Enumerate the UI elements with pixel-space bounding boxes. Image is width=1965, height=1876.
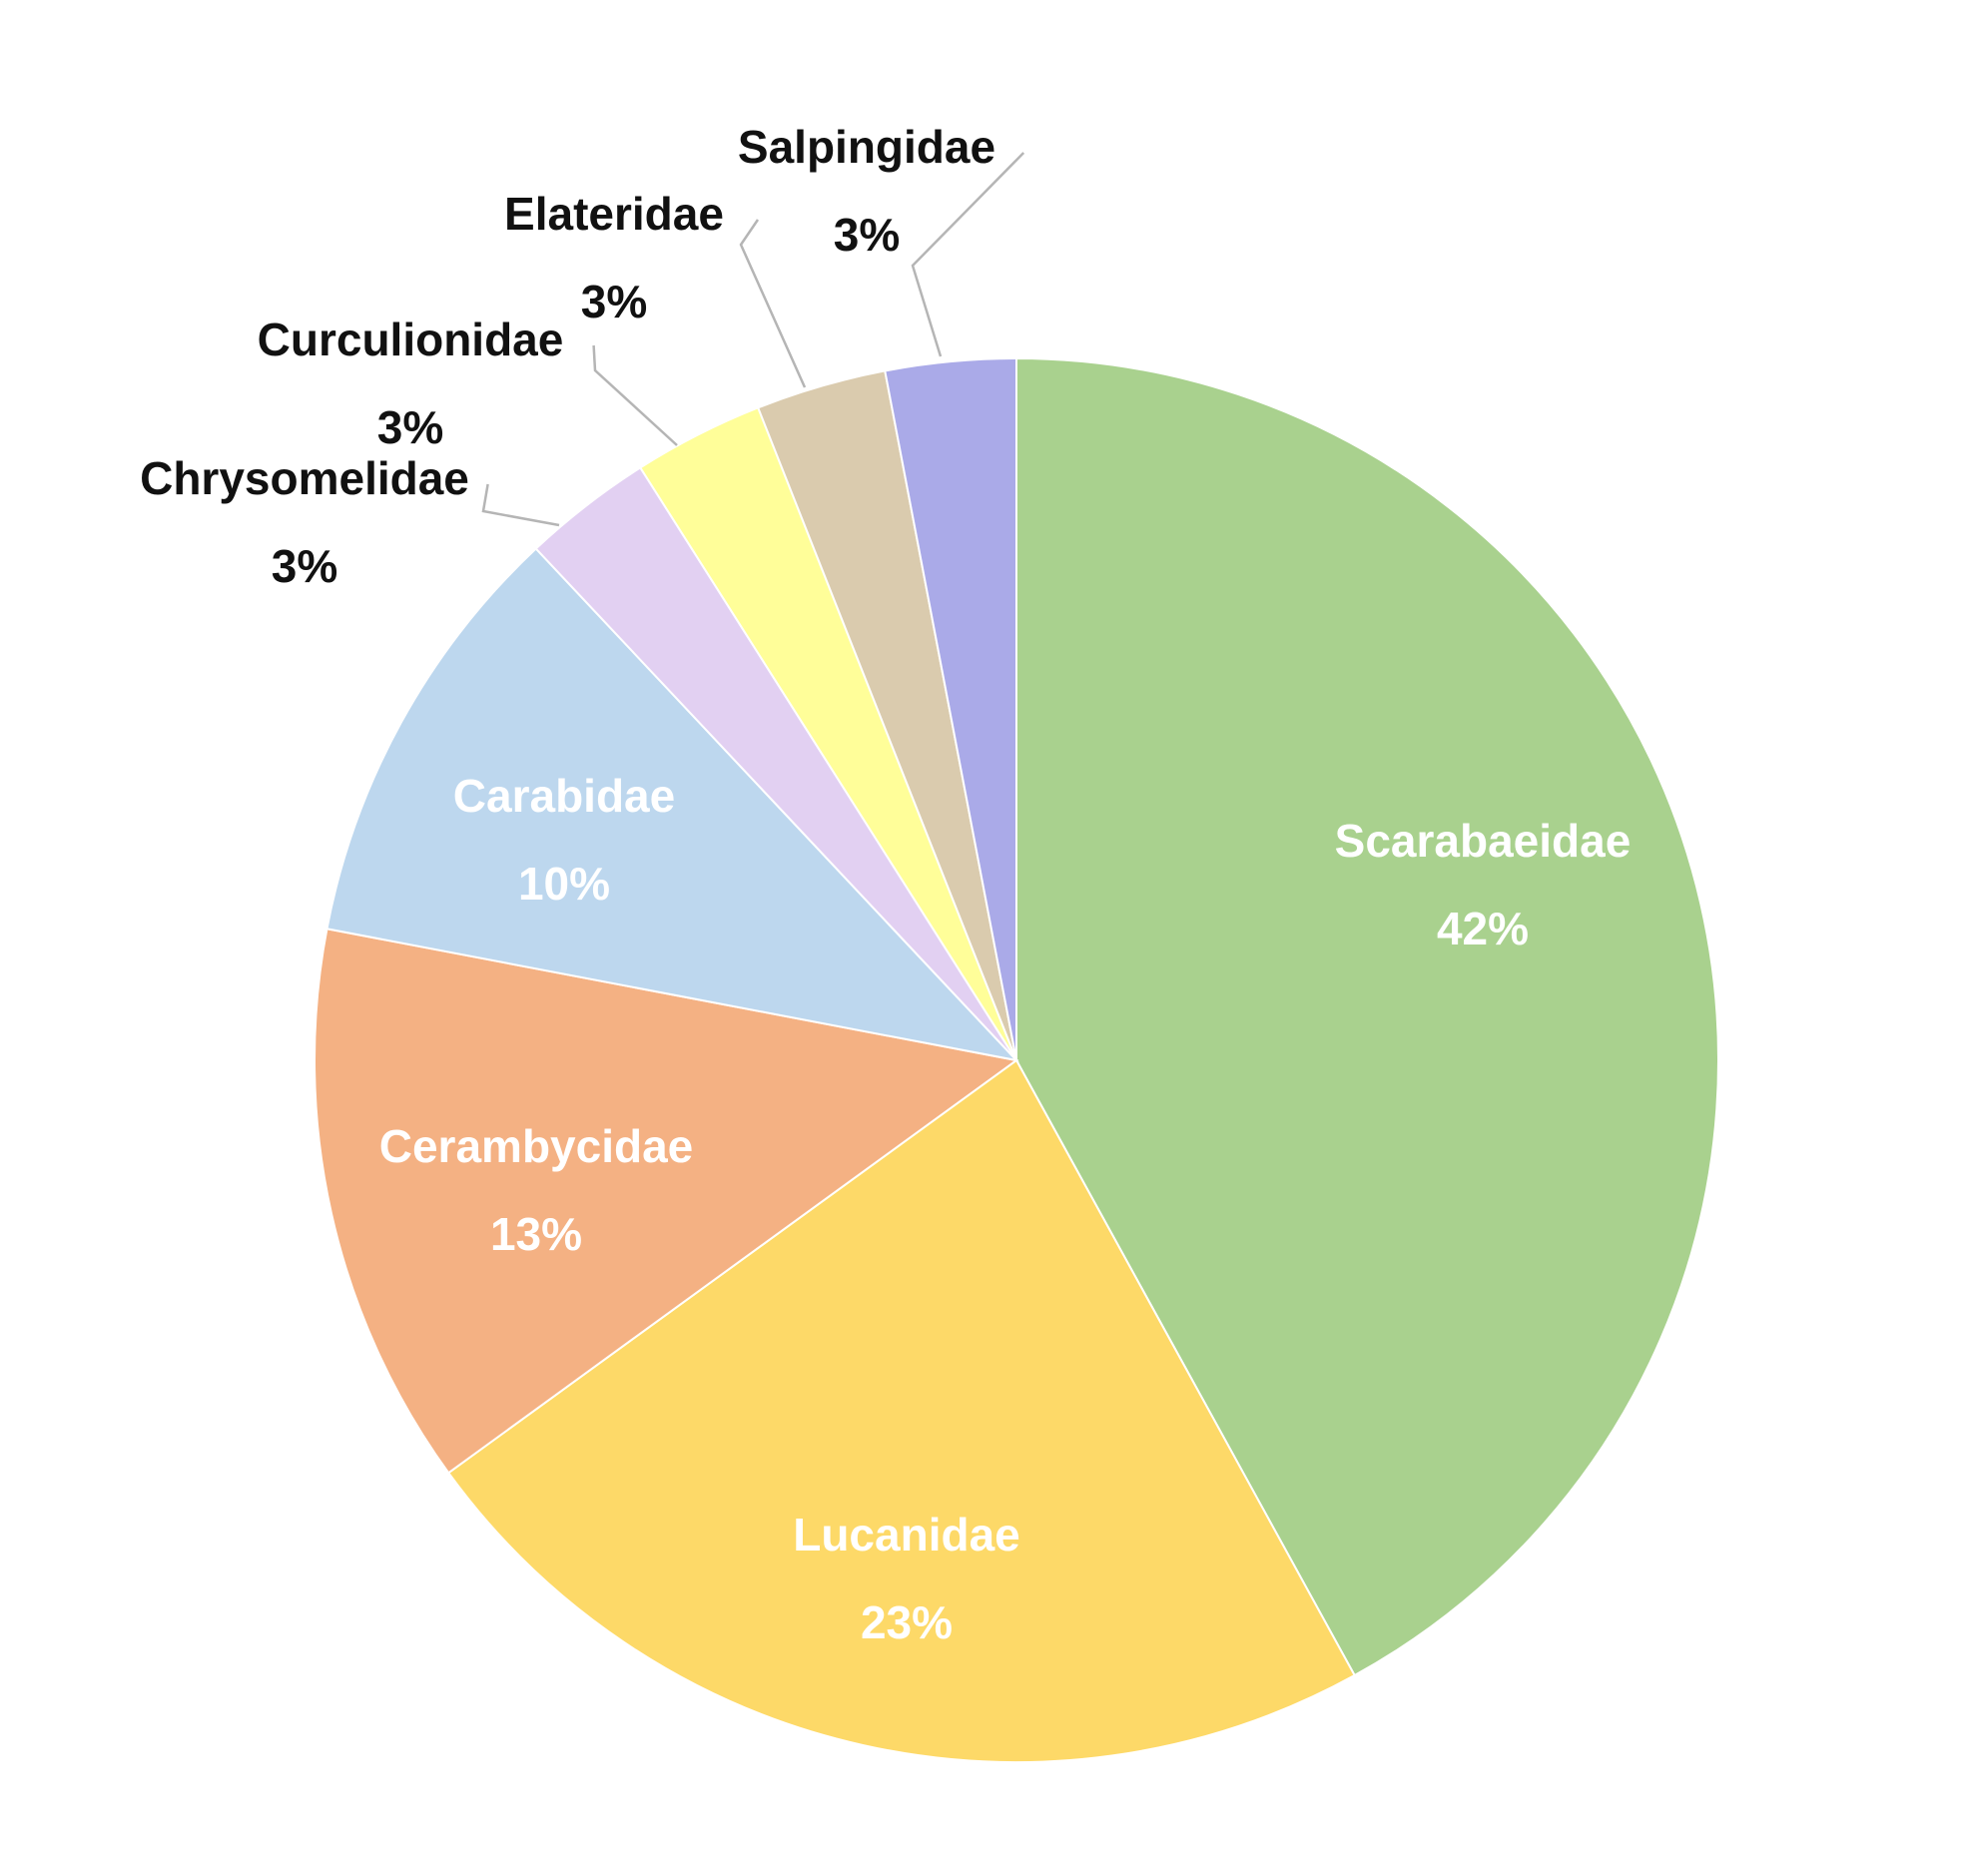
slice-label-chrysomelidae: Chrysomelidae: [140, 452, 469, 504]
leader-line-chrysomelidae: [481, 483, 560, 527]
slice-value-chrysomelidae: 3%: [272, 540, 337, 592]
slice-label-salpingidae: Salpingidae: [738, 121, 995, 173]
slice-label-cerambycidae: Cerambycidae: [379, 1120, 694, 1172]
slice-labels: Scarabaeidae 42% Lucanidae 23% Cerambycidae 1…: [140, 121, 1631, 1648]
slice-label-elateridae: Elateridae: [504, 188, 724, 240]
slice-value-lucanidae: 23%: [861, 1596, 953, 1648]
slice-label-lucanidae: Lucanidae: [793, 1509, 1020, 1561]
leader-lines: [481, 152, 1025, 527]
slice-value-carabidae: 10%: [518, 858, 610, 910]
slice-lucanidae: [446, 1058, 1357, 1763]
pie-slices: [313, 356, 1719, 1763]
slice-value-cerambycidae: 13%: [490, 1208, 582, 1260]
slice-salpingidae: [884, 356, 1017, 1061]
slice-label-carabidae: Carabidae: [453, 770, 675, 822]
slice-label-curculionidae: Curculionidae: [258, 313, 564, 365]
slice-scarabaeidae: [1015, 356, 1719, 1677]
slice-value-curculionidae: 3%: [377, 401, 443, 453]
slice-value-salpingidae: 3%: [834, 209, 900, 261]
slice-cerambycidae: [313, 928, 1019, 1475]
slice-label-scarabaeidae: Scarabaeidae: [1335, 815, 1632, 867]
slice-carabidae: [326, 547, 1019, 1062]
leader-line-salpingidae: [911, 152, 1025, 357]
leader-line-curculionidae: [592, 344, 678, 446]
slice-value-scarabaeidae: 42%: [1437, 903, 1529, 954]
slice-value-elateridae: 3%: [581, 276, 647, 327]
leader-line-elateridae: [739, 219, 807, 388]
